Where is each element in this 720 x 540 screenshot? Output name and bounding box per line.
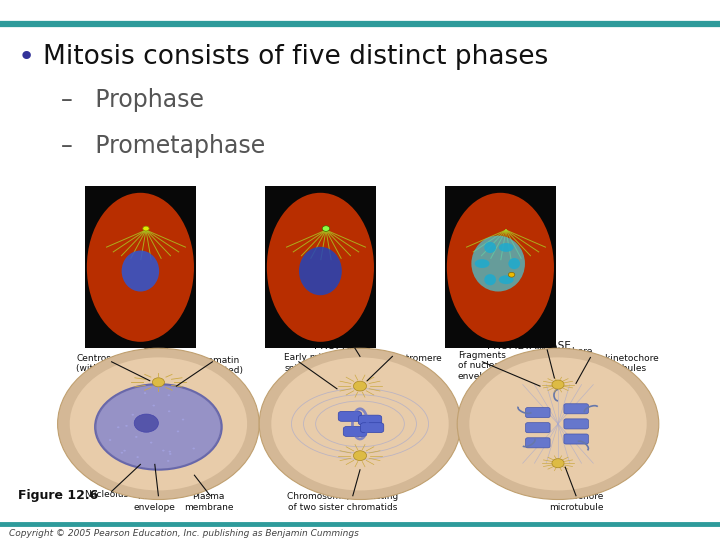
Circle shape <box>117 427 120 428</box>
Text: Nucleolus: Nucleolus <box>84 490 129 500</box>
Circle shape <box>177 430 179 433</box>
Circle shape <box>552 458 564 468</box>
Circle shape <box>168 394 170 396</box>
Text: Plasma
membrane: Plasma membrane <box>184 492 233 512</box>
Circle shape <box>259 348 461 500</box>
Circle shape <box>70 357 247 490</box>
Circle shape <box>121 452 123 454</box>
Circle shape <box>150 442 153 443</box>
Text: Figure 12.6: Figure 12.6 <box>18 489 98 502</box>
Circle shape <box>144 392 146 394</box>
Circle shape <box>143 226 149 231</box>
FancyBboxPatch shape <box>564 434 588 444</box>
Text: –   Prophase: – Prophase <box>61 88 204 112</box>
Ellipse shape <box>499 243 513 252</box>
Ellipse shape <box>474 259 490 268</box>
Text: Early mitotic
spindle: Early mitotic spindle <box>284 353 342 373</box>
Text: Kinetochore: Kinetochore <box>539 347 593 356</box>
Circle shape <box>508 272 515 277</box>
Circle shape <box>182 418 184 421</box>
Circle shape <box>168 410 171 412</box>
Circle shape <box>138 424 140 426</box>
Text: Centrosomes
(with centriole pairs): Centrosomes (with centriole pairs) <box>76 354 171 373</box>
Text: •: • <box>18 43 35 71</box>
Text: –   Prometaphase: – Prometaphase <box>61 134 266 158</box>
Text: G₂ OF
INTERPHASE: G₂ OF INTERPHASE <box>125 341 189 363</box>
Circle shape <box>153 404 155 407</box>
Circle shape <box>58 348 259 500</box>
Text: Mitosis consists of five distinct phases: Mitosis consists of five distinct phases <box>43 44 549 70</box>
Text: Chromosome, consisting
of two sister chromatids: Chromosome, consisting of two sister chr… <box>287 492 398 512</box>
FancyBboxPatch shape <box>359 415 382 425</box>
FancyBboxPatch shape <box>526 438 550 448</box>
Circle shape <box>469 357 647 490</box>
FancyBboxPatch shape <box>343 427 366 436</box>
Text: PROMETAPHASE: PROMETAPHASE <box>487 341 571 352</box>
Circle shape <box>162 450 165 451</box>
Circle shape <box>134 414 158 432</box>
Text: PROPHASE: PROPHASE <box>314 341 370 352</box>
Circle shape <box>136 424 139 426</box>
Circle shape <box>136 456 139 458</box>
Circle shape <box>192 448 195 449</box>
Ellipse shape <box>96 384 221 469</box>
FancyBboxPatch shape <box>564 419 588 429</box>
Ellipse shape <box>267 193 374 342</box>
Ellipse shape <box>485 274 496 285</box>
Circle shape <box>354 451 366 461</box>
Bar <box>444 186 557 348</box>
Circle shape <box>153 378 164 387</box>
Ellipse shape <box>122 251 159 292</box>
FancyBboxPatch shape <box>526 408 550 417</box>
Circle shape <box>271 357 449 490</box>
Circle shape <box>135 436 138 438</box>
Circle shape <box>168 451 171 453</box>
Text: Aster: Aster <box>347 346 371 355</box>
Text: Nonkinetochore
microtubules: Nonkinetochore microtubules <box>587 354 659 373</box>
Circle shape <box>167 460 169 462</box>
Circle shape <box>354 381 366 391</box>
Text: Nuclear
envelope: Nuclear envelope <box>134 492 176 512</box>
Bar <box>265 186 376 348</box>
Circle shape <box>323 226 330 231</box>
FancyBboxPatch shape <box>338 411 361 421</box>
Ellipse shape <box>87 193 194 342</box>
Circle shape <box>457 348 659 500</box>
Circle shape <box>552 380 564 389</box>
Ellipse shape <box>508 258 520 269</box>
Circle shape <box>123 450 126 451</box>
FancyBboxPatch shape <box>526 423 550 433</box>
Circle shape <box>109 439 112 441</box>
Ellipse shape <box>447 193 554 342</box>
Text: Kinetochore
microtubule: Kinetochore microtubule <box>549 492 603 512</box>
Text: Chromatin
(duplicated): Chromatin (duplicated) <box>189 356 243 375</box>
Circle shape <box>125 425 127 427</box>
Ellipse shape <box>485 242 496 253</box>
Ellipse shape <box>472 235 525 292</box>
Circle shape <box>169 453 171 455</box>
Text: Fragments
of nuclear
envelope: Fragments of nuclear envelope <box>458 351 505 381</box>
Ellipse shape <box>499 275 513 284</box>
FancyBboxPatch shape <box>361 423 384 433</box>
FancyBboxPatch shape <box>564 404 588 414</box>
Text: Centromere: Centromere <box>389 354 443 363</box>
Bar <box>85 186 197 348</box>
Circle shape <box>132 414 134 416</box>
Ellipse shape <box>299 247 342 295</box>
Text: Copyright © 2005 Pearson Education, Inc. publishing as Benjamin Cummings: Copyright © 2005 Pearson Education, Inc.… <box>9 529 359 538</box>
